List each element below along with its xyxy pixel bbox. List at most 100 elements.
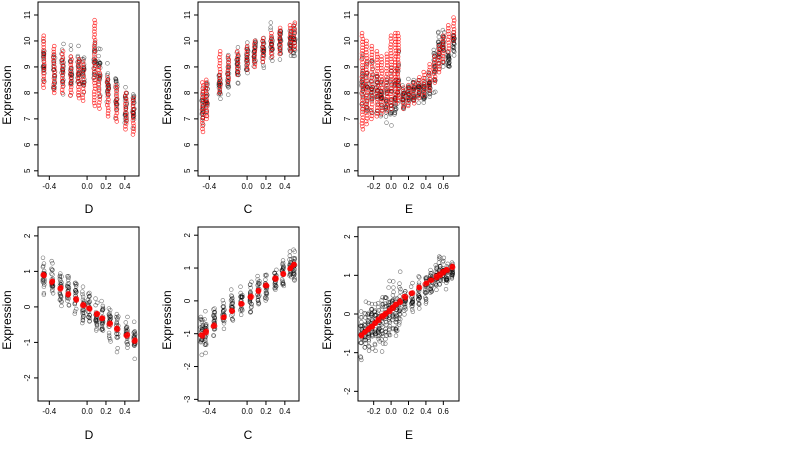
fitted-point: [411, 89, 416, 94]
fitted-point: [369, 110, 375, 116]
fitted-point: [76, 68, 81, 73]
fitted-point: [51, 55, 56, 61]
fitted-point: [446, 40, 451, 45]
fitted-point: [204, 102, 210, 108]
observed-point: [281, 264, 286, 270]
fitted-point: [123, 104, 128, 110]
fitted-point: [401, 91, 406, 96]
fitted-point: [226, 65, 231, 71]
fitted-point: [69, 90, 74, 95]
fitted-point: [51, 76, 57, 81]
fitted-point: [244, 43, 250, 49]
observed-point: [446, 61, 451, 67]
fitted-point: [105, 75, 110, 80]
y-tick-label: 11: [23, 10, 32, 19]
fitted-point: [369, 90, 374, 95]
fitted-point: [364, 70, 370, 75]
fitted-point: [60, 49, 66, 54]
fitted-point: [379, 82, 384, 88]
y-tick-label: 9: [343, 64, 352, 69]
observed-point: [73, 284, 79, 289]
observed-point: [256, 300, 261, 305]
observed-point: [42, 282, 47, 287]
x-tick-label: 0.4: [119, 407, 131, 416]
fitted-point: [379, 97, 385, 102]
fitted-point: [60, 84, 66, 90]
fitted-point: [359, 121, 365, 126]
observed-point: [50, 272, 55, 277]
fitted-point: [105, 77, 110, 83]
plot-frame: [197, 1, 300, 177]
fitted-point: [360, 106, 365, 112]
fitted-point: [123, 93, 128, 98]
observed-point: [75, 53, 81, 59]
observed-point: [278, 50, 284, 56]
fitted-point: [92, 95, 97, 100]
fitted-point: [92, 55, 97, 60]
observed-point: [49, 266, 54, 272]
fitted-point: [269, 51, 274, 56]
x-tick-label: 0.2: [260, 407, 272, 416]
fitted-point: [288, 49, 293, 54]
observed-point: [394, 325, 400, 330]
fitted-point: [396, 83, 401, 89]
fitted-point: [273, 277, 279, 283]
observed-point: [238, 284, 243, 289]
fitted-point: [291, 32, 297, 37]
observed-point: [80, 289, 85, 294]
fitted-point: [260, 53, 265, 59]
fitted-point: [417, 78, 422, 83]
fitted-point: [411, 92, 416, 97]
fitted-points: [40, 17, 137, 137]
observed-point: [363, 341, 368, 346]
observed-point: [68, 43, 74, 48]
observed-point: [268, 20, 274, 25]
x-tick-label: -0.2: [367, 407, 381, 416]
observed-point: [261, 65, 267, 70]
observed-point: [443, 286, 449, 292]
fitted-point: [431, 54, 437, 59]
fitted-point: [288, 26, 293, 31]
fitted-point: [421, 75, 427, 81]
fitted-point: [204, 77, 209, 83]
fitted-point: [60, 75, 65, 81]
fitted-point: [388, 103, 394, 108]
fitted-point: [60, 55, 66, 60]
fitted-point: [217, 81, 223, 87]
observed-point: [417, 275, 422, 280]
fitted-point: [277, 40, 283, 45]
observed-point: [114, 335, 119, 340]
fitted-point: [395, 86, 401, 92]
fitted-point: [441, 33, 446, 39]
observed-point: [226, 84, 231, 90]
fitted-point: [360, 103, 365, 109]
observed-point: [402, 301, 408, 307]
fitted-point: [251, 58, 257, 64]
fitted-point: [379, 99, 384, 105]
fitted-point: [131, 123, 137, 129]
fitted-point: [395, 77, 400, 83]
fitted-point: [51, 49, 57, 55]
fitted-point: [92, 83, 98, 89]
observed-point: [264, 272, 269, 278]
y-tick-label: -2: [23, 374, 32, 382]
fitted-point: [364, 78, 369, 84]
fitted-point: [226, 57, 231, 62]
fitted-point: [379, 91, 384, 96]
fitted-point: [451, 24, 456, 29]
fitted-point: [446, 23, 451, 28]
observed-point: [76, 43, 81, 49]
fitted-point: [411, 86, 416, 91]
observed-point: [86, 291, 91, 297]
fitted-point: [92, 40, 98, 46]
fitted-point: [80, 86, 86, 91]
fitted-point: [217, 75, 223, 81]
fitted-point: [200, 120, 205, 126]
fitted-point: [114, 85, 119, 91]
fitted-point: [360, 36, 366, 42]
observed-point: [383, 295, 389, 300]
fitted-point: [396, 45, 401, 51]
fitted-point: [393, 36, 398, 42]
observed-point: [435, 30, 441, 35]
x-tick-label: 0.2: [403, 182, 415, 191]
